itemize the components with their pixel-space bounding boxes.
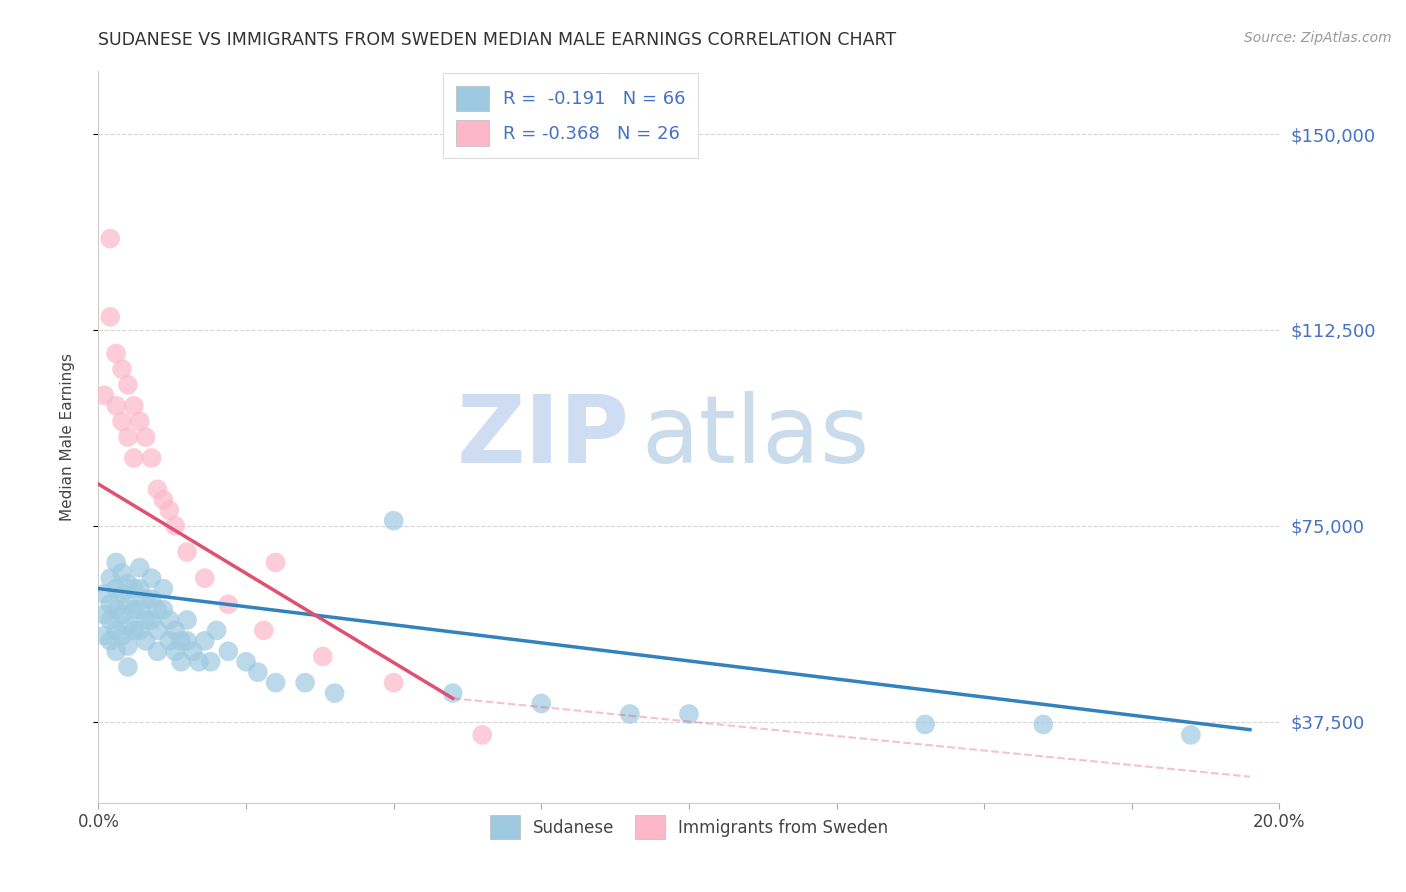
Point	[157, 613, 180, 627]
Point	[111, 566, 134, 580]
Point	[128, 582, 150, 596]
Point	[117, 639, 139, 653]
Point	[382, 514, 405, 528]
Point	[530, 697, 553, 711]
Point	[117, 597, 139, 611]
Point	[93, 388, 115, 402]
Point	[312, 649, 335, 664]
Point	[111, 362, 134, 376]
Point	[205, 624, 228, 638]
Point	[93, 629, 115, 643]
Point	[152, 492, 174, 507]
Point	[122, 602, 145, 616]
Point	[235, 655, 257, 669]
Point	[117, 576, 139, 591]
Y-axis label: Median Male Earnings: Median Male Earnings	[60, 353, 75, 521]
Point	[146, 602, 169, 616]
Point	[146, 644, 169, 658]
Point	[128, 414, 150, 428]
Point	[105, 602, 128, 616]
Text: atlas: atlas	[641, 391, 870, 483]
Point	[165, 519, 187, 533]
Point	[117, 618, 139, 632]
Text: ZIP: ZIP	[457, 391, 630, 483]
Point	[441, 686, 464, 700]
Point	[157, 633, 180, 648]
Point	[200, 655, 222, 669]
Point	[323, 686, 346, 700]
Point	[128, 560, 150, 574]
Point	[217, 597, 239, 611]
Point	[122, 450, 145, 465]
Point	[176, 545, 198, 559]
Point	[176, 633, 198, 648]
Point	[105, 399, 128, 413]
Point	[117, 377, 139, 392]
Point	[105, 624, 128, 638]
Point	[246, 665, 269, 680]
Point	[111, 414, 134, 428]
Point	[135, 592, 157, 607]
Point	[678, 706, 700, 721]
Point	[98, 613, 121, 627]
Point	[122, 624, 145, 638]
Point	[382, 675, 405, 690]
Text: Source: ZipAtlas.com: Source: ZipAtlas.com	[1244, 31, 1392, 45]
Point	[294, 675, 316, 690]
Point	[122, 399, 145, 413]
Point	[170, 655, 193, 669]
Text: SUDANESE VS IMMIGRANTS FROM SWEDEN MEDIAN MALE EARNINGS CORRELATION CHART: SUDANESE VS IMMIGRANTS FROM SWEDEN MEDIA…	[98, 31, 897, 49]
Point	[1180, 728, 1202, 742]
Point	[105, 346, 128, 360]
Point	[98, 597, 121, 611]
Point	[105, 644, 128, 658]
Point	[105, 556, 128, 570]
Point	[264, 675, 287, 690]
Point	[98, 310, 121, 324]
Legend: Sudanese, Immigrants from Sweden: Sudanese, Immigrants from Sweden	[484, 809, 894, 846]
Point	[93, 607, 115, 622]
Point	[98, 231, 121, 245]
Point	[152, 582, 174, 596]
Point	[165, 644, 187, 658]
Point	[253, 624, 276, 638]
Point	[135, 430, 157, 444]
Point	[141, 571, 163, 585]
Point	[98, 633, 121, 648]
Point	[471, 728, 494, 742]
Point	[93, 587, 115, 601]
Point	[176, 613, 198, 627]
Point	[152, 602, 174, 616]
Point	[111, 607, 134, 622]
Point	[217, 644, 239, 658]
Point	[181, 644, 204, 658]
Point	[194, 571, 217, 585]
Point	[128, 624, 150, 638]
Point	[117, 660, 139, 674]
Point	[165, 624, 187, 638]
Point	[117, 430, 139, 444]
Point	[141, 613, 163, 627]
Point	[1032, 717, 1054, 731]
Point	[264, 556, 287, 570]
Point	[141, 592, 163, 607]
Point	[914, 717, 936, 731]
Point	[619, 706, 641, 721]
Point	[98, 571, 121, 585]
Point	[105, 582, 128, 596]
Point	[128, 602, 150, 616]
Point	[146, 624, 169, 638]
Point	[122, 582, 145, 596]
Point	[170, 633, 193, 648]
Point	[194, 633, 217, 648]
Point	[157, 503, 180, 517]
Point	[146, 483, 169, 497]
Point	[135, 613, 157, 627]
Point	[111, 587, 134, 601]
Point	[187, 655, 209, 669]
Point	[135, 633, 157, 648]
Point	[141, 450, 163, 465]
Point	[111, 629, 134, 643]
